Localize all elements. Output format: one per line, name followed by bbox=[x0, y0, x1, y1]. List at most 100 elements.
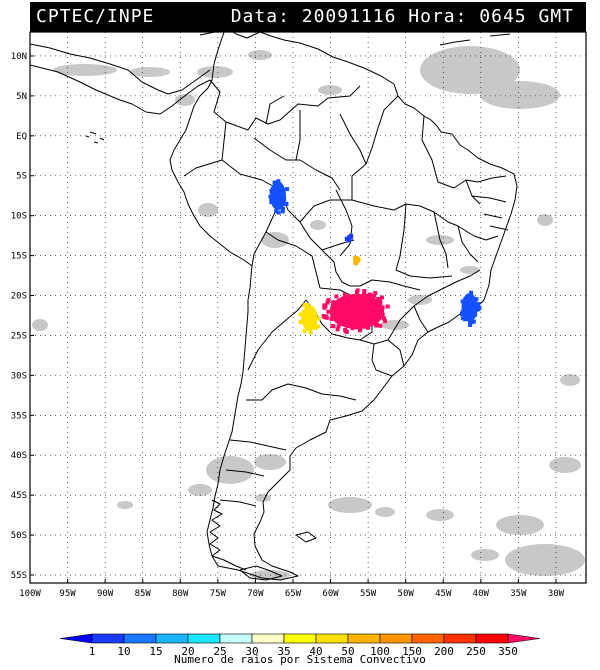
cluster-cell bbox=[270, 186, 275, 191]
cluster-cell bbox=[466, 295, 471, 300]
legend-label: 250 bbox=[466, 645, 486, 658]
cluster-cell bbox=[276, 210, 281, 215]
cloud-area bbox=[505, 544, 585, 576]
latitude-label: EQ bbox=[16, 132, 27, 142]
cluster-cell bbox=[276, 197, 281, 202]
cluster-cell bbox=[273, 185, 278, 190]
cloud-area bbox=[310, 220, 326, 230]
lightning-cluster bbox=[268, 179, 290, 215]
cluster-cell bbox=[474, 297, 479, 302]
cluster-cell bbox=[471, 296, 476, 301]
cluster-cell bbox=[282, 197, 287, 202]
tierra-del-fuego bbox=[239, 565, 283, 581]
cloud-area bbox=[420, 46, 520, 94]
cluster-cell bbox=[347, 308, 352, 313]
legend-swatch bbox=[219, 633, 253, 644]
cluster-cell bbox=[308, 310, 313, 315]
cluster-cell bbox=[473, 312, 478, 317]
cluster-cell bbox=[331, 313, 336, 318]
cluster-cell bbox=[326, 298, 331, 303]
cloud-area bbox=[261, 232, 289, 248]
cloud-area bbox=[426, 509, 454, 521]
cluster-cell bbox=[355, 310, 360, 315]
longitude-label: 85W bbox=[135, 589, 152, 599]
cluster-cell bbox=[302, 329, 307, 334]
cluster-cell bbox=[285, 187, 290, 192]
legend-label: 1 bbox=[89, 645, 96, 658]
legend-swatch bbox=[411, 633, 445, 644]
cluster-cell bbox=[382, 316, 387, 321]
cluster-cell bbox=[268, 194, 273, 199]
cluster-cell bbox=[344, 320, 349, 325]
cluster-cell bbox=[279, 200, 284, 205]
south-america-coastline bbox=[169, 32, 518, 581]
color-legend: 1 10 15 20 25 30 35 40 50 100 150 200 250 350 bbox=[59, 633, 541, 658]
cluster-cell bbox=[350, 311, 355, 316]
cluster-cell bbox=[469, 290, 474, 295]
legend-label: 15 bbox=[149, 645, 162, 658]
cluster-cell bbox=[340, 314, 345, 319]
cluster-cell bbox=[274, 209, 279, 214]
cluster-cell bbox=[305, 312, 310, 317]
legend-swatch bbox=[123, 633, 157, 644]
cluster-cell bbox=[355, 288, 360, 293]
cloud-area bbox=[471, 549, 499, 561]
longitude-label: 100W bbox=[19, 589, 41, 599]
cloud-area bbox=[117, 501, 133, 509]
latitude-label: 5N bbox=[16, 92, 27, 102]
cluster-cell bbox=[308, 324, 313, 329]
latitude-label: 10S bbox=[11, 212, 27, 222]
cluster-cell bbox=[274, 187, 279, 192]
latitude-label: 45S bbox=[11, 491, 27, 501]
cluster-cell bbox=[353, 261, 358, 266]
cluster-cell bbox=[344, 329, 349, 334]
cluster-cell bbox=[378, 323, 383, 328]
cluster-cell bbox=[474, 305, 479, 310]
legend-swatch bbox=[443, 633, 477, 644]
cluster-cell bbox=[460, 316, 465, 321]
cluster-cell bbox=[305, 303, 310, 308]
longitude-labels: 100W 95W 90W 85W 80W 75W 70W 65W 60W 55W 50W 45W 40W… bbox=[19, 579, 565, 599]
longitude-label: 65W bbox=[285, 589, 302, 599]
cluster-cell bbox=[274, 189, 279, 194]
latitude-labels: 10N 5N EQ 5S 10S 15S 20S 25S 30S 35S 40S 45S 50S 55S bbox=[11, 52, 34, 581]
cluster-cell bbox=[371, 293, 376, 298]
longitude-label: 35W bbox=[510, 589, 527, 599]
cluster-cell bbox=[342, 292, 347, 297]
cluster-cell bbox=[325, 300, 330, 305]
cluster-cell bbox=[308, 330, 313, 335]
latitude-label: 30S bbox=[11, 371, 27, 381]
cluster-cell bbox=[366, 313, 371, 318]
cluster-cell bbox=[463, 297, 468, 302]
cluster-cell bbox=[362, 320, 367, 325]
legend-swatch bbox=[251, 633, 285, 644]
galapagos-islands bbox=[85, 131, 105, 144]
cloud-area bbox=[408, 295, 432, 305]
cluster-cell bbox=[460, 299, 465, 304]
lightning-cluster bbox=[298, 302, 321, 335]
lightning-cluster bbox=[459, 290, 482, 328]
cloud-area bbox=[537, 214, 553, 226]
cluster-cell bbox=[332, 309, 337, 314]
legend-label: 25 bbox=[213, 645, 226, 658]
longitude-label: 50W bbox=[398, 589, 415, 599]
legend-swatch bbox=[315, 633, 349, 644]
cluster-cell bbox=[272, 202, 277, 207]
cluster-cell bbox=[322, 303, 327, 308]
cluster-cell bbox=[355, 258, 360, 263]
cluster-cell bbox=[306, 326, 311, 331]
legend-label: 35 bbox=[277, 645, 290, 658]
cluster-cell bbox=[362, 324, 367, 329]
cluster-cell bbox=[369, 317, 374, 322]
cluster-cell bbox=[465, 309, 470, 314]
cluster-cell bbox=[361, 296, 366, 301]
cluster-cell bbox=[341, 311, 346, 316]
cluster-cell bbox=[342, 321, 347, 326]
lightning-cluster bbox=[353, 255, 361, 266]
legend-swatch bbox=[187, 633, 221, 644]
cluster-cell bbox=[301, 310, 306, 315]
cluster-cell bbox=[476, 302, 481, 307]
cloud-area bbox=[328, 497, 372, 513]
cluster-cell bbox=[459, 312, 464, 317]
cluster-cell bbox=[330, 303, 335, 308]
